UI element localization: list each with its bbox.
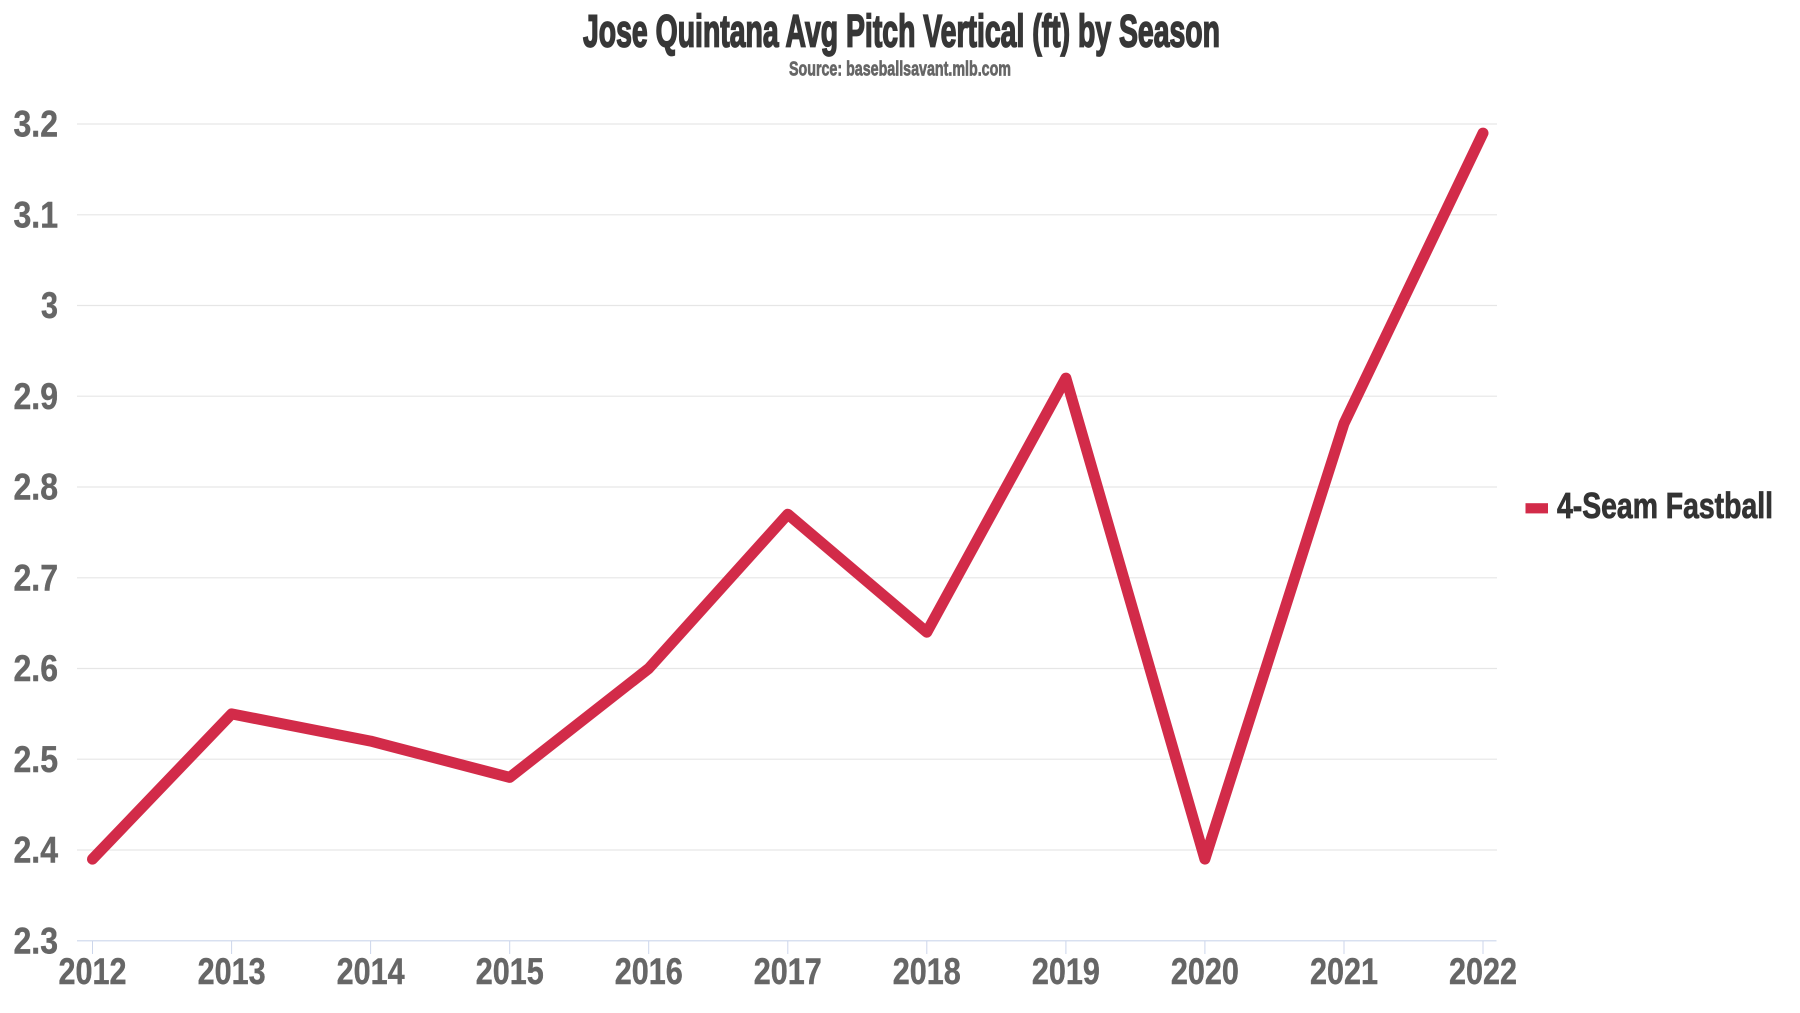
svg-text:2014: 2014 <box>337 951 405 992</box>
svg-text:2013: 2013 <box>198 951 266 992</box>
svg-text:2022: 2022 <box>1449 951 1517 992</box>
svg-text:2.5: 2.5 <box>14 739 59 780</box>
svg-text:2016: 2016 <box>615 951 683 992</box>
svg-text:2.8: 2.8 <box>14 467 59 508</box>
svg-text:3.2: 3.2 <box>14 104 59 145</box>
svg-text:2021: 2021 <box>1310 951 1378 992</box>
svg-text:2.6: 2.6 <box>14 648 59 689</box>
svg-text:2.4: 2.4 <box>14 830 59 871</box>
svg-text:2012: 2012 <box>59 951 127 992</box>
svg-text:2.7: 2.7 <box>14 558 59 599</box>
svg-text:Jose Quintana Avg Pitch Vertic: Jose Quintana Avg Pitch Vertical (ft) by… <box>583 6 1220 57</box>
svg-text:3.1: 3.1 <box>14 194 59 235</box>
svg-text:Source: baseballsavant.mlb.com: Source: baseballsavant.mlb.com <box>789 59 1011 81</box>
svg-text:2020: 2020 <box>1171 951 1239 992</box>
svg-text:3: 3 <box>41 285 58 326</box>
svg-text:4-Seam Fastball: 4-Seam Fastball <box>1557 485 1773 526</box>
svg-text:2018: 2018 <box>893 951 961 992</box>
svg-text:2.9: 2.9 <box>14 376 59 417</box>
svg-text:2.3: 2.3 <box>14 921 59 962</box>
svg-text:2017: 2017 <box>754 951 822 992</box>
svg-text:2019: 2019 <box>1032 951 1100 992</box>
svg-text:2015: 2015 <box>476 951 544 992</box>
